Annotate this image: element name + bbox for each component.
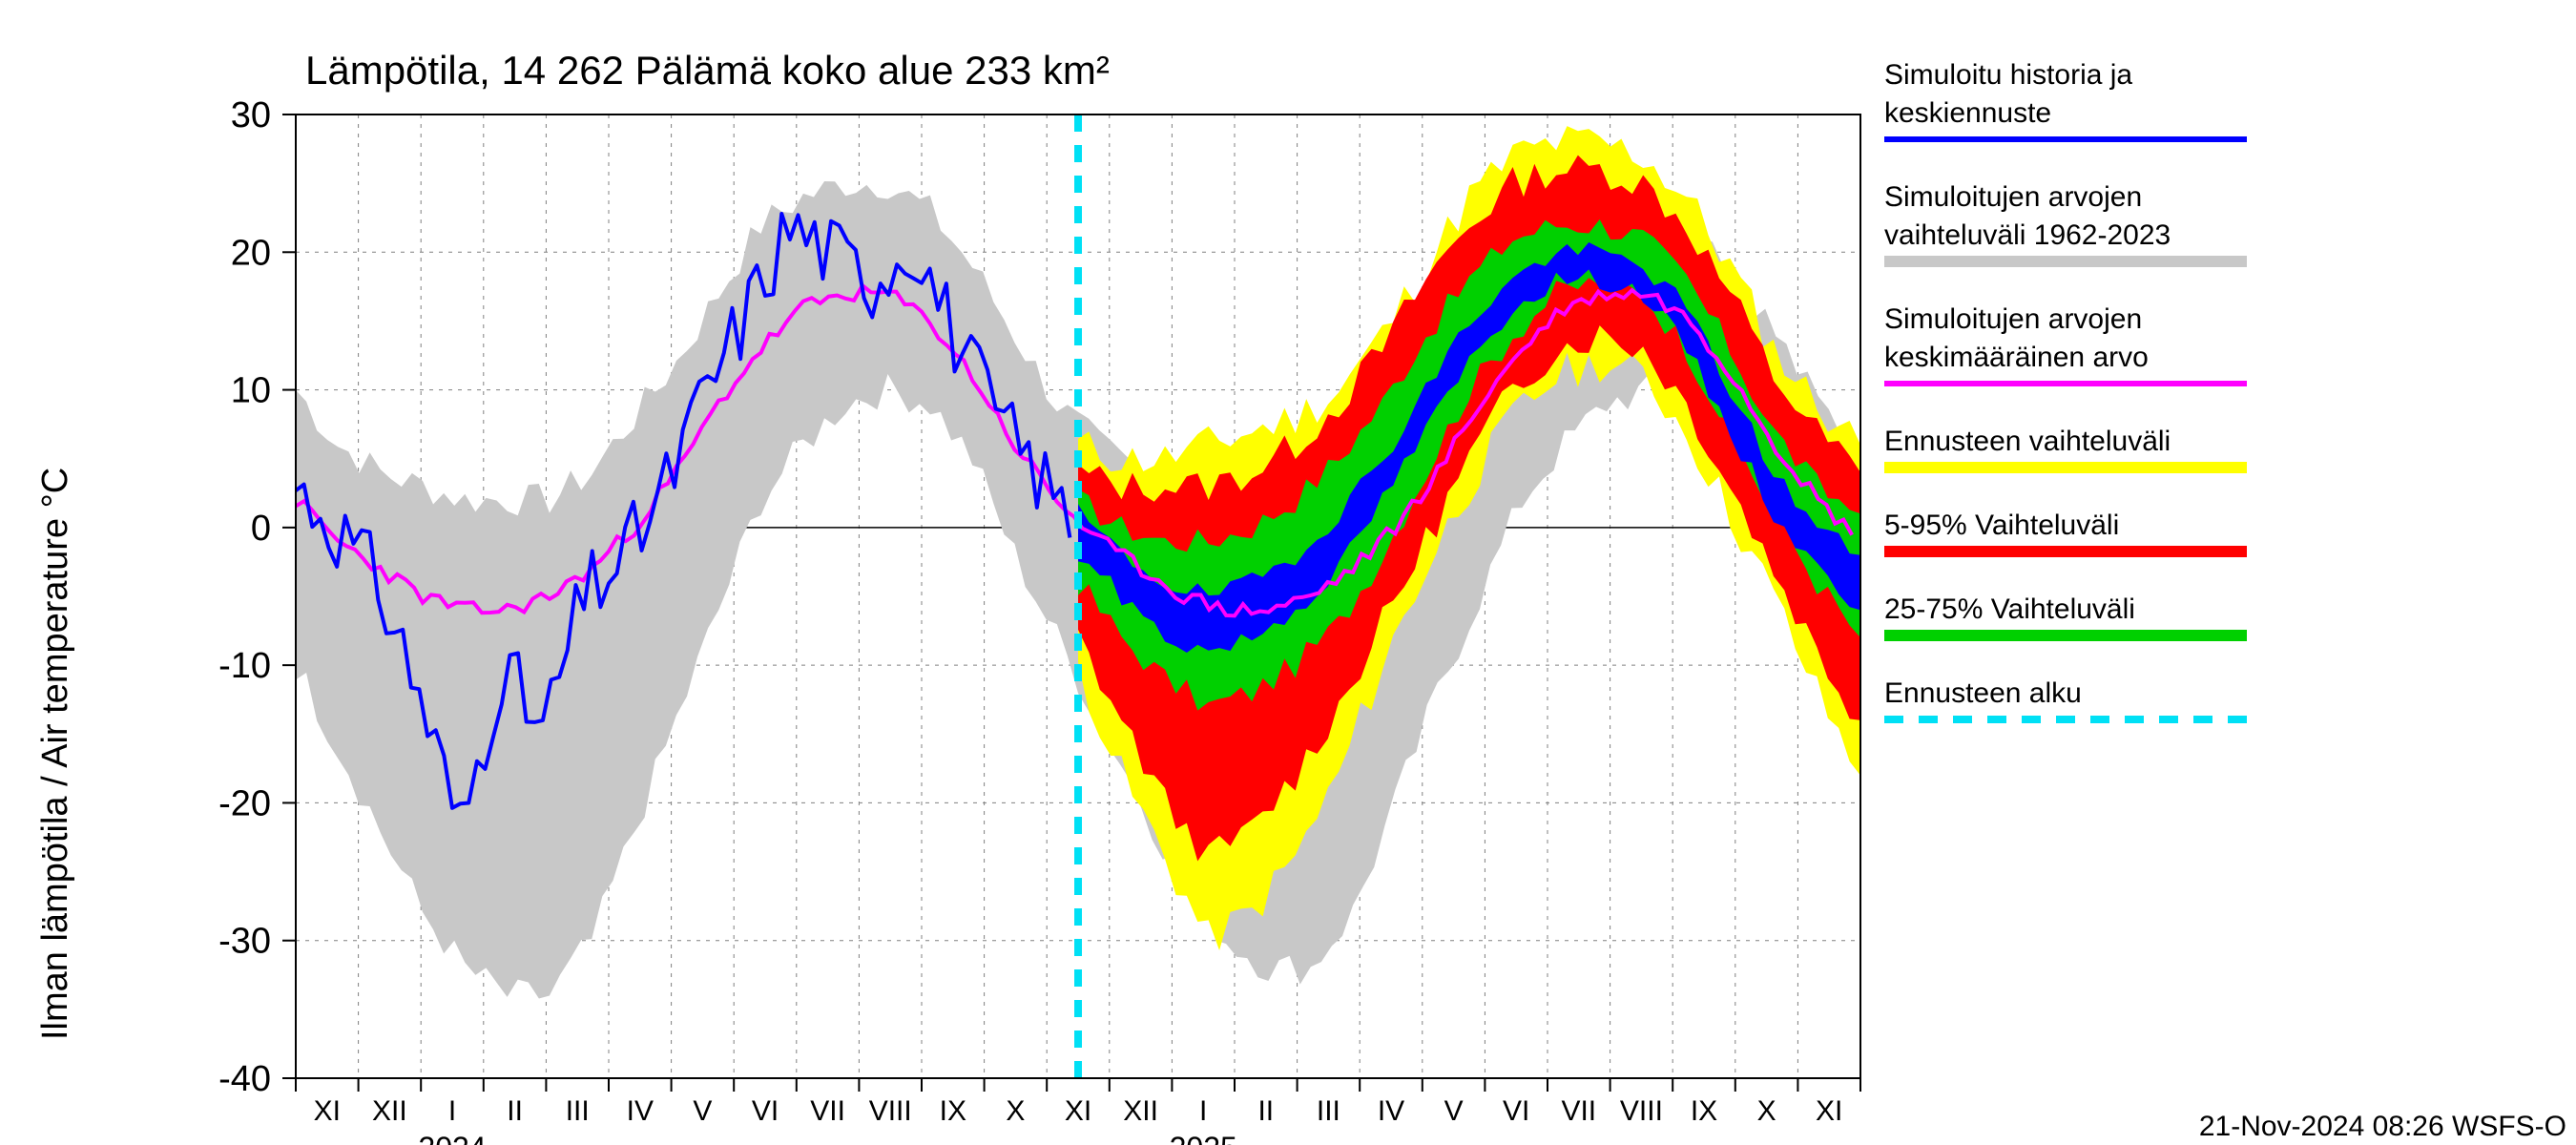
x-tick-label: I bbox=[448, 1095, 456, 1127]
data-layers bbox=[296, 114, 1860, 1078]
x-tick-label: XI bbox=[314, 1095, 341, 1127]
y-axis-label: Ilman lämpötila / Air temperature °C bbox=[35, 468, 75, 1040]
legend-swatch bbox=[1884, 546, 2247, 557]
chart-svg: -40-30-20-100102030XIXIIIIIIIIIVVVIVIIVI… bbox=[0, 0, 2576, 1145]
chart-title: Lämpötila, 14 262 Pälämä koko alue 233 k… bbox=[305, 48, 1110, 93]
x-tick-label: III bbox=[566, 1095, 590, 1127]
x-tick-label: III bbox=[1317, 1095, 1340, 1127]
legend-label: vaihteluväli 1962-2023 bbox=[1884, 219, 2171, 251]
legend-label: 5-95% Vaihteluväli bbox=[1884, 510, 2119, 541]
x-tick-label: IV bbox=[627, 1095, 654, 1127]
y-tick-label: 30 bbox=[231, 95, 271, 135]
y-tick-label: -30 bbox=[218, 922, 271, 962]
x-tick-label: XII bbox=[372, 1095, 407, 1127]
x-tick-label: V bbox=[1444, 1095, 1464, 1127]
legend-swatch bbox=[1884, 462, 2247, 473]
legend-label: keskimääräinen arvo bbox=[1884, 342, 2149, 373]
y-tick-label: 10 bbox=[231, 371, 271, 411]
x-tick-label: IX bbox=[940, 1095, 966, 1127]
x-tick-label: X bbox=[1006, 1095, 1025, 1127]
y-tick-label: -20 bbox=[218, 783, 271, 823]
legend-label: Simuloitujen arvojen bbox=[1884, 303, 2142, 335]
x-tick-label: IX bbox=[1691, 1095, 1717, 1127]
legend-label: Ennusteen vaihteluväli bbox=[1884, 426, 2171, 457]
x-tick-label: II bbox=[1257, 1095, 1274, 1127]
x-tick-label: II bbox=[507, 1095, 523, 1127]
x-tick-label: XII bbox=[1123, 1095, 1158, 1127]
x-tick-label: VI bbox=[752, 1095, 779, 1127]
legend-label: Ennusteen alku bbox=[1884, 677, 2082, 709]
legend-swatch bbox=[1884, 630, 2247, 641]
x-tick-label: XI bbox=[1816, 1095, 1842, 1127]
y-tick-label: 0 bbox=[251, 509, 271, 549]
y-tick-label: 20 bbox=[231, 233, 271, 273]
legend-label: keskiennuste bbox=[1884, 97, 2051, 129]
legend-swatch bbox=[1884, 256, 2247, 267]
x-tick-label: VII bbox=[810, 1095, 845, 1127]
x-tick-label: VIII bbox=[1620, 1095, 1663, 1127]
footnote: 21-Nov-2024 08:26 WSFS-O bbox=[2199, 1111, 2566, 1142]
year-label: 2024 bbox=[418, 1131, 486, 1145]
legend-label: Simuloitu historia ja bbox=[1884, 59, 2132, 91]
x-tick-label: VI bbox=[1503, 1095, 1529, 1127]
x-tick-label: XI bbox=[1065, 1095, 1091, 1127]
legend-label: 25-75% Vaihteluväli bbox=[1884, 593, 2135, 625]
y-tick-label: -10 bbox=[218, 646, 271, 686]
year-label: 2025 bbox=[1170, 1131, 1237, 1145]
legend-label: Simuloitujen arvojen bbox=[1884, 181, 2142, 213]
y-tick-label: -40 bbox=[218, 1059, 271, 1099]
x-tick-label: VII bbox=[1561, 1095, 1596, 1127]
x-tick-label: VIII bbox=[869, 1095, 912, 1127]
x-tick-label: X bbox=[1757, 1095, 1776, 1127]
x-tick-label: V bbox=[693, 1095, 712, 1127]
x-tick-label: I bbox=[1199, 1095, 1207, 1127]
x-tick-label: IV bbox=[1378, 1095, 1404, 1127]
chart-container: -40-30-20-100102030XIXIIIIIIIIIVVVIVIIVI… bbox=[0, 0, 2576, 1145]
